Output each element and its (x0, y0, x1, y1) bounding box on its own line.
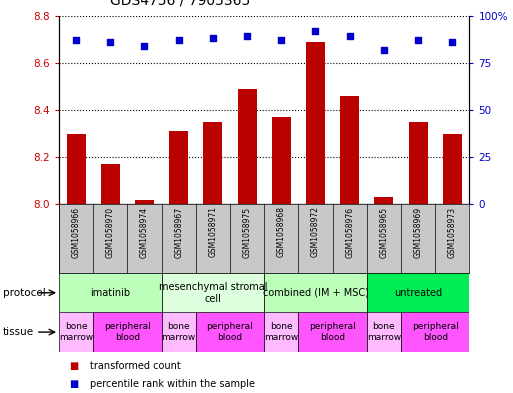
Text: GSM1058976: GSM1058976 (345, 206, 354, 257)
Text: peripheral
blood: peripheral blood (412, 322, 459, 342)
Text: bone
marrow: bone marrow (162, 322, 196, 342)
Text: ■: ■ (69, 379, 78, 389)
Bar (196, 312, 264, 352)
Bar (264, 273, 367, 312)
Bar (67, 134, 86, 204)
Bar (59, 312, 93, 352)
Text: GSM1058970: GSM1058970 (106, 206, 115, 257)
Text: GSM1058975: GSM1058975 (243, 206, 251, 257)
Bar (340, 96, 359, 204)
Text: transformed count: transformed count (90, 361, 181, 371)
Text: bone
marrow: bone marrow (367, 322, 401, 342)
Text: imatinib: imatinib (90, 288, 130, 298)
Text: peripheral
blood: peripheral blood (207, 322, 253, 342)
Bar (401, 312, 469, 352)
Text: tissue: tissue (3, 327, 34, 337)
Bar (272, 117, 291, 204)
Text: GSM1058968: GSM1058968 (277, 206, 286, 257)
Bar (93, 312, 162, 352)
Point (414, 37, 422, 43)
Point (174, 37, 183, 43)
Bar (299, 312, 367, 352)
Bar (204, 122, 222, 204)
Text: untreated: untreated (394, 288, 442, 298)
Point (72, 37, 80, 43)
Bar (367, 312, 401, 352)
Bar (162, 273, 264, 312)
Bar (443, 134, 462, 204)
Bar (169, 131, 188, 204)
Text: GSM1058965: GSM1058965 (380, 206, 388, 257)
Point (311, 28, 320, 34)
Text: GSM1058973: GSM1058973 (448, 206, 457, 257)
Point (209, 35, 217, 42)
Point (346, 33, 354, 40)
Bar (374, 197, 393, 204)
Text: percentile rank within the sample: percentile rank within the sample (90, 379, 255, 389)
Text: GSM1058967: GSM1058967 (174, 206, 183, 257)
Point (106, 39, 114, 45)
Bar (135, 200, 154, 204)
Text: bone
marrow: bone marrow (59, 322, 93, 342)
Point (277, 37, 285, 43)
Point (243, 33, 251, 40)
Bar (367, 273, 469, 312)
Text: combined (IM + MSC): combined (IM + MSC) (263, 288, 368, 298)
Text: protocol: protocol (3, 288, 45, 298)
Text: GSM1058971: GSM1058971 (208, 206, 218, 257)
Bar (306, 42, 325, 204)
Bar (162, 312, 196, 352)
Text: GSM1058974: GSM1058974 (140, 206, 149, 257)
Text: GSM1058972: GSM1058972 (311, 206, 320, 257)
Point (380, 46, 388, 53)
Text: peripheral
blood: peripheral blood (309, 322, 356, 342)
Bar (264, 312, 299, 352)
Text: GDS4756 / 7905365: GDS4756 / 7905365 (110, 0, 250, 8)
Text: bone
marrow: bone marrow (264, 322, 299, 342)
Text: GSM1058969: GSM1058969 (413, 206, 423, 257)
Bar (59, 273, 162, 312)
Text: mesenchymal stromal
cell: mesenchymal stromal cell (159, 282, 267, 303)
Bar (238, 89, 256, 204)
Text: peripheral
blood: peripheral blood (104, 322, 151, 342)
Bar (101, 164, 120, 204)
Point (448, 39, 457, 45)
Bar (409, 122, 427, 204)
Text: ■: ■ (69, 361, 78, 371)
Text: GSM1058966: GSM1058966 (72, 206, 81, 257)
Point (141, 43, 149, 49)
